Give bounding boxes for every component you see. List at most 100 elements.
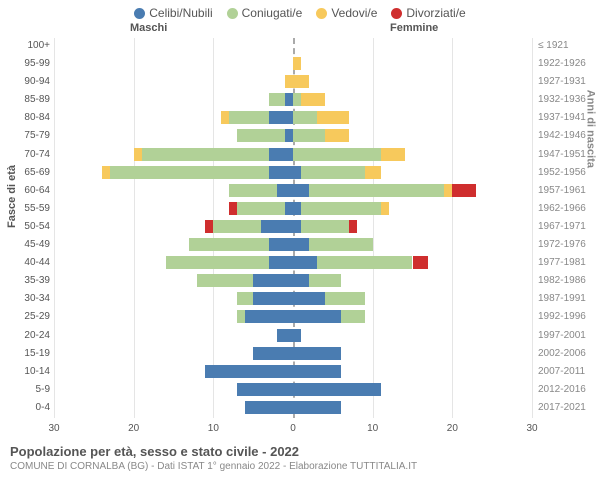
bar-male-cel	[269, 148, 293, 161]
bar-female-ved	[301, 93, 325, 106]
bar-male-con	[237, 129, 285, 142]
bar-female-ved	[381, 202, 389, 215]
pyramid-row	[54, 400, 532, 418]
top-gender-labels: Maschi Femmine	[0, 22, 600, 38]
pyramid-row	[54, 74, 532, 92]
pyramid-row	[54, 328, 532, 346]
age-label: 50-54	[0, 219, 50, 237]
bar-male-cel	[285, 93, 293, 106]
year-label: 1947-1951	[538, 147, 598, 165]
pyramid-row	[54, 56, 532, 74]
pyramid-row	[54, 255, 532, 273]
pyramid-row	[54, 237, 532, 255]
bar-male-cel	[245, 401, 293, 414]
bar-female-con	[309, 184, 444, 197]
bar-male-cel	[269, 166, 293, 179]
year-label: 2012-2016	[538, 382, 598, 400]
bar-female-cel	[293, 256, 317, 269]
bar-male-con	[197, 274, 253, 287]
age-label: 10-14	[0, 364, 50, 382]
bar-female-cel	[293, 310, 341, 323]
year-label: 2007-2011	[538, 364, 598, 382]
pyramid-row	[54, 92, 532, 110]
age-label: 85-89	[0, 92, 50, 110]
chart-title: Popolazione per età, sesso e stato civil…	[10, 444, 590, 459]
year-label: 1997-2001	[538, 328, 598, 346]
age-label: 75-79	[0, 128, 50, 146]
age-label: 60-64	[0, 183, 50, 201]
label-females: Femmine	[390, 22, 438, 34]
legend-item: Vedovi/e	[316, 6, 377, 20]
bar-female-cel	[293, 238, 309, 251]
bar-female-cel	[293, 347, 341, 360]
bar-female-con	[317, 256, 413, 269]
bar-male-con	[237, 310, 245, 323]
x-tick: 0	[290, 423, 296, 434]
bar-male-ved	[134, 148, 142, 161]
label-males: Maschi	[130, 22, 167, 34]
bar-female-con	[293, 129, 325, 142]
bar-female-con	[301, 166, 365, 179]
grid-line	[532, 38, 533, 418]
bar-female-ved	[293, 75, 309, 88]
year-label: 1937-1941	[538, 110, 598, 128]
legend-item: Coniugati/e	[227, 6, 303, 20]
bar-male-cel	[285, 202, 293, 215]
bar-female-con	[301, 202, 381, 215]
bar-male-cel	[237, 383, 293, 396]
bar-female-con	[341, 310, 365, 323]
year-label: 1927-1931	[538, 74, 598, 92]
legend-item: Celibi/Nubili	[134, 6, 212, 20]
bar-male-con	[237, 292, 253, 305]
age-label: 55-59	[0, 201, 50, 219]
x-tick: 20	[447, 423, 458, 434]
year-label: 1952-1956	[538, 165, 598, 183]
legend-dot	[227, 8, 238, 19]
age-label: 30-34	[0, 291, 50, 309]
legend-item: Divorziati/e	[391, 6, 465, 20]
age-label: 40-44	[0, 255, 50, 273]
x-tick: 10	[208, 423, 219, 434]
bar-male-con	[166, 256, 270, 269]
pyramid-row	[54, 147, 532, 165]
bar-male-con	[269, 93, 285, 106]
year-label: 2017-2021	[538, 400, 598, 418]
chart-subtitle: COMUNE DI CORNALBA (BG) - Dati ISTAT 1° …	[10, 461, 590, 472]
bar-female-con	[325, 292, 365, 305]
bar-male-con	[189, 238, 269, 251]
pyramid-row	[54, 291, 532, 309]
pyramid-row	[54, 219, 532, 237]
pyramid-row	[54, 38, 532, 56]
bar-male-ved	[221, 111, 229, 124]
bar-female-div	[452, 184, 476, 197]
x-tick: 20	[128, 423, 139, 434]
bar-male-cel	[253, 347, 293, 360]
pyramid-row	[54, 309, 532, 327]
bar-female-ved	[293, 57, 301, 70]
bar-male-div	[229, 202, 237, 215]
age-label: 95-99	[0, 56, 50, 74]
bar-female-cel	[293, 329, 301, 342]
bar-male-cel	[277, 329, 293, 342]
age-label: 45-49	[0, 237, 50, 255]
chart-area: Fasce di età Anni di nascita 30201001020…	[0, 38, 600, 438]
legend-label: Divorziati/e	[406, 6, 465, 20]
plot: 3020100102030	[54, 38, 532, 438]
x-tick: 30	[48, 423, 59, 434]
year-label: 1992-1996	[538, 309, 598, 327]
year-label: 1972-1976	[538, 237, 598, 255]
age-label: 35-39	[0, 273, 50, 291]
bar-female-con	[293, 93, 301, 106]
bar-male-cel	[269, 111, 293, 124]
bar-female-con	[293, 148, 381, 161]
bar-male-ved	[285, 75, 293, 88]
age-label: 20-24	[0, 328, 50, 346]
bar-female-cel	[293, 202, 301, 215]
bar-female-cel	[293, 274, 309, 287]
bar-male-cel	[285, 129, 293, 142]
age-label: 90-94	[0, 74, 50, 92]
bar-male-cel	[269, 238, 293, 251]
age-label: 70-74	[0, 147, 50, 165]
bar-male-cel	[245, 310, 293, 323]
bar-female-cel	[293, 383, 381, 396]
